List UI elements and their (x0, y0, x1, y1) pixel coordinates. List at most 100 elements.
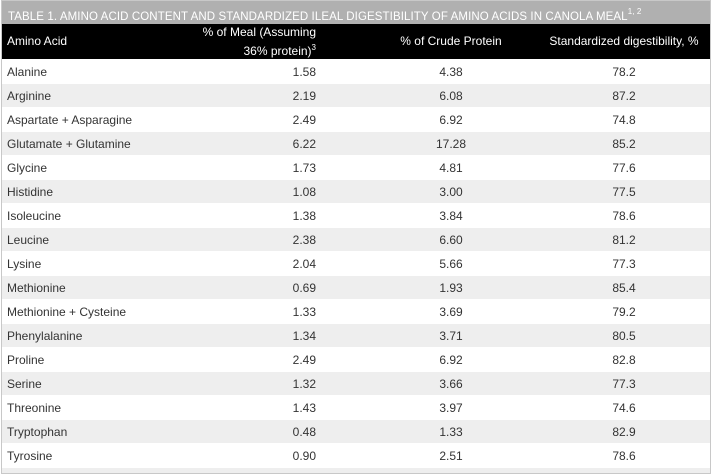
header-meal-pct-footnote: 3 (311, 42, 316, 52)
cell-meal-pct: 1.58 (180, 59, 364, 84)
cell-digestibility: 81.2 (538, 227, 710, 252)
cell-meal-pct: 1.43 (180, 395, 364, 420)
cell-crude-protein-pct: 6.60 (364, 227, 538, 252)
cell-crude-protein-pct: 3.66 (364, 371, 538, 396)
cell-meal-pct: 0.90 (180, 443, 364, 468)
cell-crude-protein-pct: 1.33 (364, 419, 538, 444)
cell-amino-acid: Tryptophan (2, 419, 180, 444)
table-row: Alanine 1.58 4.38 78.2 (2, 59, 710, 84)
cell-digestibility: 85.4 (538, 275, 710, 300)
header-meal-pct-label: % of Meal (Assuming 36% protein) (202, 24, 316, 58)
table-body: Alanine 1.58 4.38 78.2 Arginine 2.19 6.08 87.2 A… (2, 59, 710, 473)
cell-crude-protein-pct: 3.97 (364, 395, 538, 420)
cell-meal-pct: 2.04 (180, 251, 364, 276)
header-meal-pct: % of Meal (Assuming 36% protein)3 (180, 24, 364, 60)
cell-crude-protein-pct: 6.92 (364, 347, 538, 372)
cell-crude-protein-pct: 3.84 (364, 203, 538, 228)
table-row: Histidine 1.08 3.00 77.5 (2, 179, 710, 204)
cell-amino-acid: Methionine (2, 275, 180, 300)
table-row: Methionine + Cysteine 1.33 3.69 79.2 (2, 299, 710, 324)
table-row: Aspartate + Asparagine 2.49 6.92 74.8 (2, 107, 710, 132)
cell-meal-pct: 2.38 (180, 227, 364, 252)
table-row: Tyrosine 0.90 2.51 78.6 (2, 443, 710, 468)
cell-meal-pct: 1.61 (180, 467, 364, 473)
cell-crude-protein-pct: 17.28 (364, 131, 538, 156)
cell-meal-pct: 1.38 (180, 203, 364, 228)
cell-digestibility: 77.6 (538, 155, 710, 180)
cell-digestibility: 78.2 (538, 59, 710, 84)
cell-amino-acid: Histidine (2, 179, 180, 204)
cell-amino-acid: Glutamate + Glutamine (2, 131, 180, 156)
table-caption: TABLE 1. AMINO ACID CONTENT AND STANDARD… (2, 1, 710, 24)
cell-meal-pct: 0.48 (180, 419, 364, 444)
cell-meal-pct: 6.22 (180, 131, 364, 156)
cell-amino-acid: Lysine (2, 251, 180, 276)
cell-amino-acid: Alanine (2, 59, 180, 84)
header-crude-protein-pct: % of Crude Protein (364, 24, 538, 60)
cell-meal-pct: 1.34 (180, 323, 364, 348)
cell-meal-pct: 2.19 (180, 83, 364, 108)
table-row: Methionine 0.69 1.93 85.4 (2, 275, 710, 300)
cell-crude-protein-pct: 4.81 (364, 155, 538, 180)
table-row: Glycine 1.73 4.81 77.6 (2, 155, 710, 180)
amino-acid-table: Amino Acid % of Meal (Assuming 36% prote… (2, 24, 710, 473)
cell-amino-acid: Isoleucine (2, 203, 180, 228)
cell-crude-protein-pct: 6.92 (364, 107, 538, 132)
table-row: Tryptophan 0.48 1.33 82.9 (2, 419, 710, 444)
cell-digestibility: 79.2 (538, 299, 710, 324)
table-row: Phenylalanine 1.34 3.71 80.5 (2, 323, 710, 348)
cell-digestibility: 74.8 (538, 107, 710, 132)
cell-crude-protein-pct: 4.46 (364, 467, 538, 473)
table-row: Serine 1.32 3.66 77.3 (2, 371, 710, 396)
header-amino-acid: Amino Acid (2, 24, 180, 60)
cell-crude-protein-pct: 2.51 (364, 443, 538, 468)
cell-crude-protein-pct: 1.93 (364, 275, 538, 300)
table-row: Proline 2.49 6.92 82.8 (2, 347, 710, 372)
cell-amino-acid: Arginine (2, 83, 180, 108)
cell-meal-pct: 1.73 (180, 155, 364, 180)
table-row: Isoleucine 1.38 3.84 78.6 (2, 203, 710, 228)
table-row: Leucine 2.38 6.60 81.2 (2, 227, 710, 252)
cell-digestibility: 74.6 (538, 395, 710, 420)
cell-amino-acid: Glycine (2, 155, 180, 180)
cell-digestibility: 82.9 (538, 419, 710, 444)
cell-amino-acid: Threonine (2, 395, 180, 420)
cell-digestibility: 76.5 (538, 467, 710, 473)
cell-amino-acid: Valine (2, 467, 180, 473)
cell-amino-acid: Serine (2, 371, 180, 396)
cell-digestibility: 77.3 (538, 371, 710, 396)
cell-amino-acid: Proline (2, 347, 180, 372)
cell-amino-acid: Tyrosine (2, 443, 180, 468)
table-row: Lysine 2.04 5.66 77.3 (2, 251, 710, 276)
cell-meal-pct: 2.49 (180, 107, 364, 132)
table-row: Threonine 1.43 3.97 74.6 (2, 395, 710, 420)
cell-amino-acid: Methionine + Cysteine (2, 299, 180, 324)
table-row: Glutamate + Glutamine 6.22 17.28 85.2 (2, 131, 710, 156)
table-caption-text: TABLE 1. AMINO ACID CONTENT AND STANDARD… (8, 10, 628, 23)
cell-crude-protein-pct: 6.08 (364, 83, 538, 108)
cell-amino-acid: Leucine (2, 227, 180, 252)
cell-digestibility: 85.2 (538, 131, 710, 156)
table-row: Valine1.614.4676.5 (2, 467, 710, 473)
cell-meal-pct: 1.32 (180, 371, 364, 396)
cell-meal-pct: 2.49 (180, 347, 364, 372)
cell-crude-protein-pct: 3.71 (364, 323, 538, 348)
cell-crude-protein-pct: 5.66 (364, 251, 538, 276)
cell-amino-acid: Aspartate + Asparagine (2, 107, 180, 132)
cell-crude-protein-pct: 3.69 (364, 299, 538, 324)
header-digestibility: Standardized digestibility, % (538, 24, 710, 60)
cell-meal-pct: 1.08 (180, 179, 364, 204)
cell-digestibility: 80.5 (538, 323, 710, 348)
cell-digestibility: 78.6 (538, 203, 710, 228)
cell-digestibility: 82.8 (538, 347, 710, 372)
cell-digestibility: 78.6 (538, 443, 710, 468)
cell-digestibility: 77.3 (538, 251, 710, 276)
table-row: Arginine 2.19 6.08 87.2 (2, 83, 710, 108)
table-caption-footnote: 1, 2 (627, 7, 642, 16)
cell-digestibility: 87.2 (538, 83, 710, 108)
cell-amino-acid: Phenylalanine (2, 323, 180, 348)
cell-crude-protein-pct: 3.00 (364, 179, 538, 204)
cell-meal-pct: 1.33 (180, 299, 364, 324)
cell-meal-pct: 0.69 (180, 275, 364, 300)
